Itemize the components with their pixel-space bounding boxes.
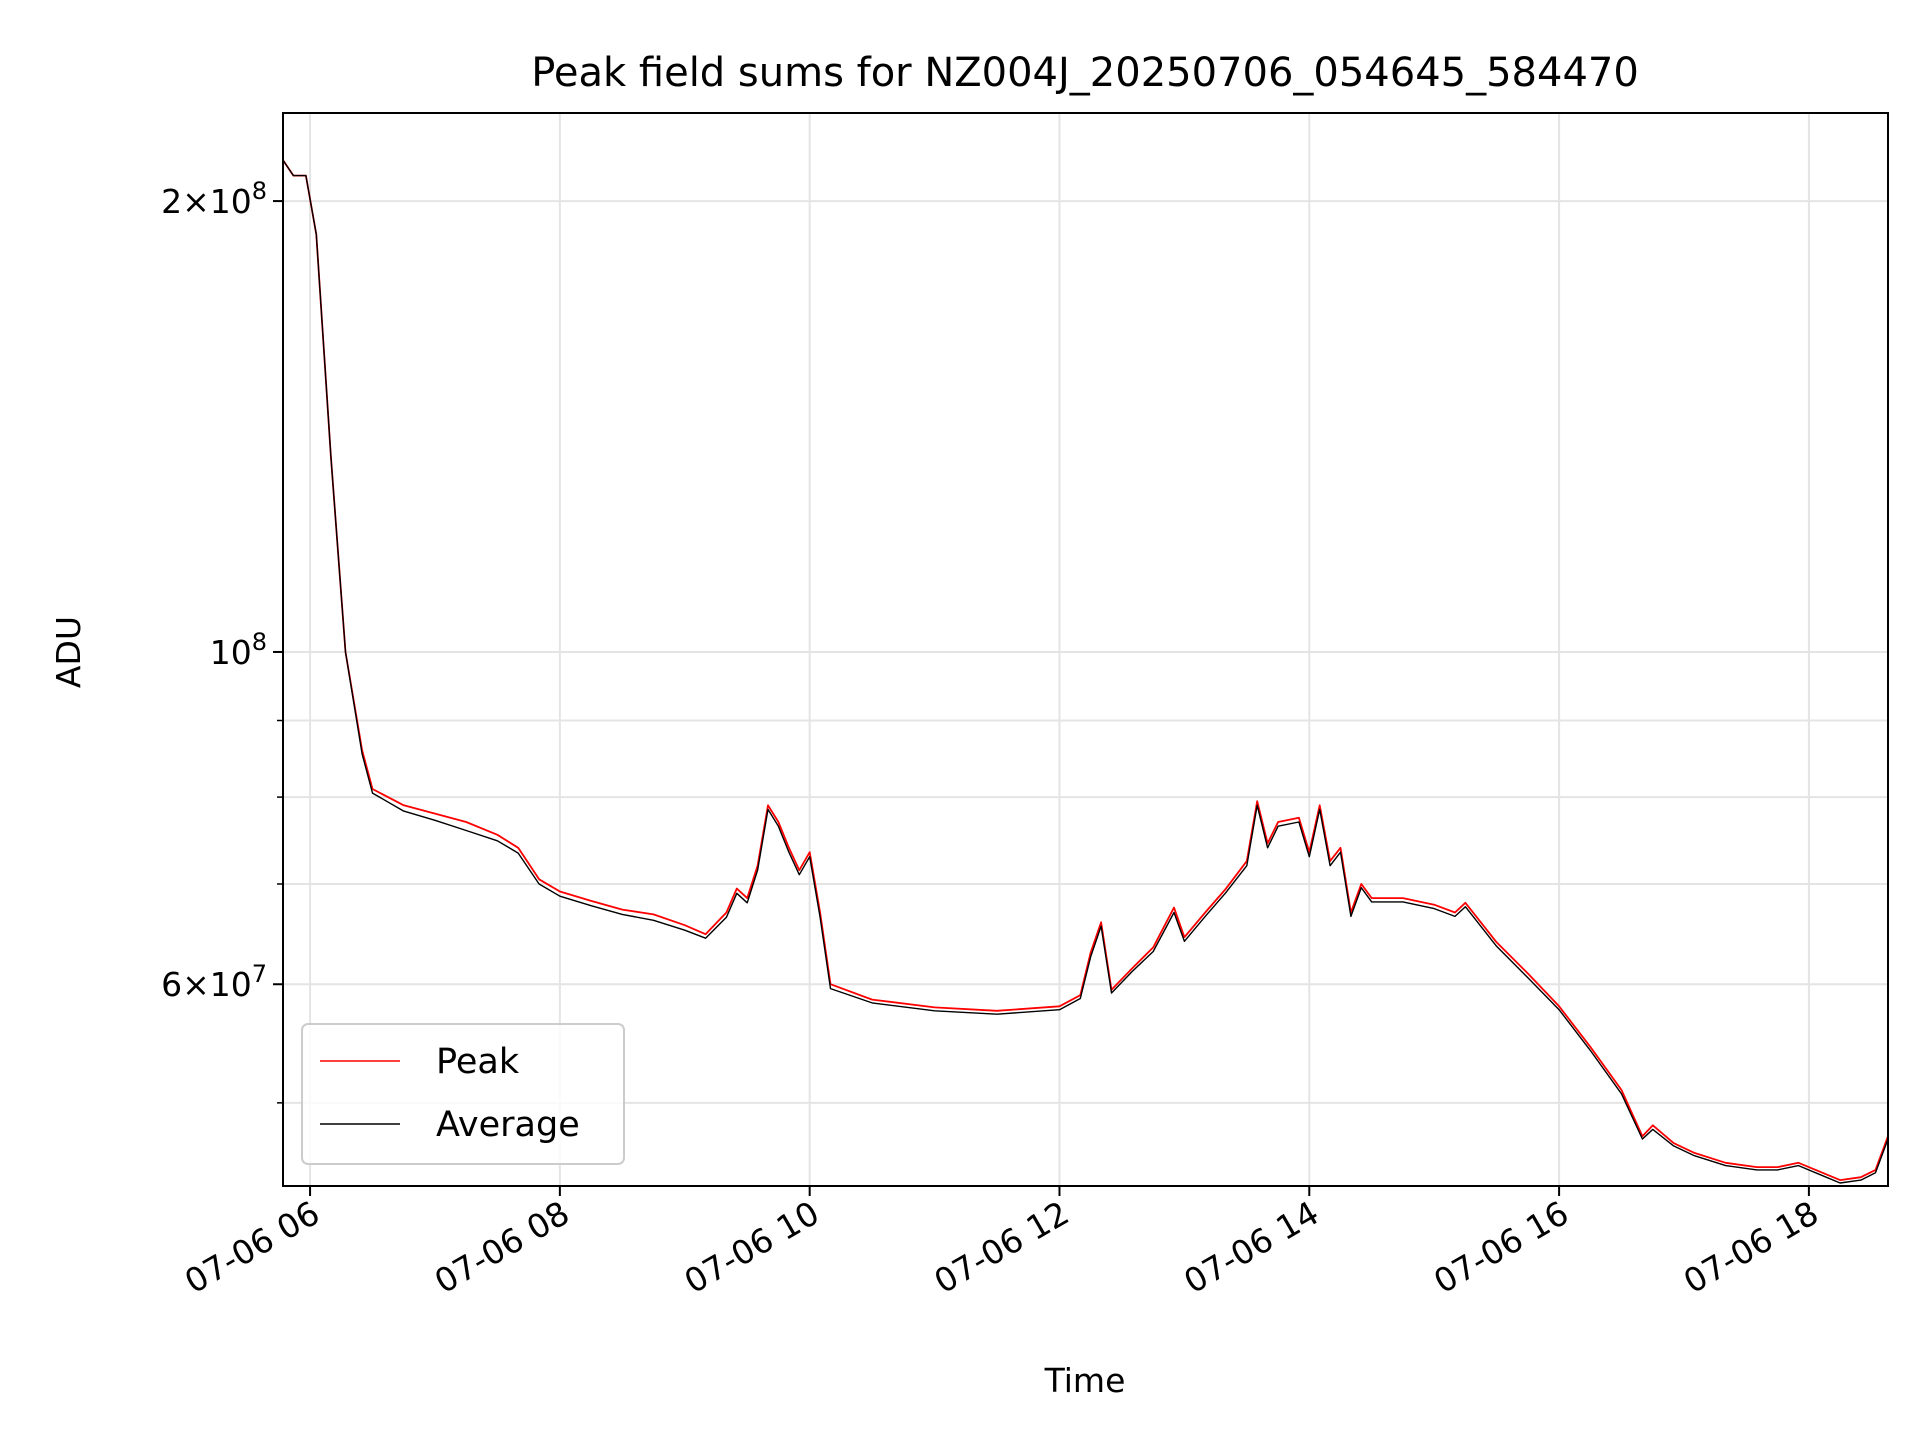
x-axis-title: Time: [1044, 1361, 1126, 1400]
y-tick-label: 6×107: [161, 960, 267, 1004]
grid-layer: [283, 113, 1888, 1186]
legend-label-average: Average: [436, 1105, 580, 1145]
legend-box: [301, 1023, 625, 1165]
legend-label-peak: Peak: [436, 1042, 520, 1082]
legend: Peak Average: [301, 1023, 625, 1165]
y-tick-label: 108: [210, 628, 267, 672]
series-line-average: [283, 159, 1888, 1184]
y-axis-title: ADU: [49, 616, 88, 688]
chart-title: Peak field sums for NZ004J_20250706_0546…: [531, 50, 1639, 96]
y-tick-label: 2×108: [161, 177, 267, 221]
series-line-peak: [283, 159, 1888, 1181]
series-layer: [283, 159, 1888, 1184]
plot-frame: [282, 112, 1889, 1187]
